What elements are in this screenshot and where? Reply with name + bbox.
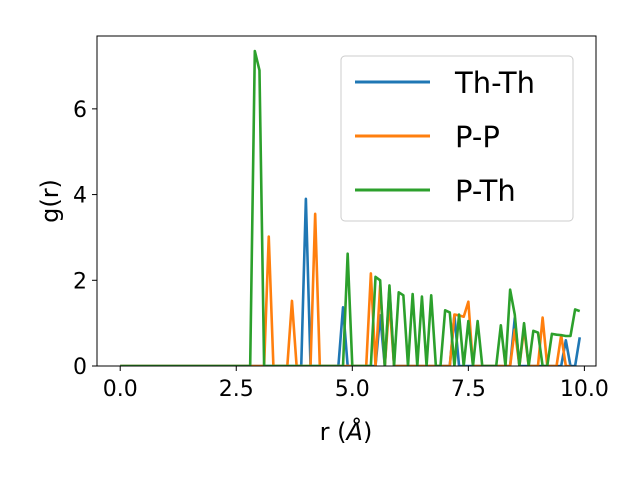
y-tick-label: 0 — [73, 355, 87, 380]
y-axis-label: g(r) — [36, 179, 64, 223]
x-axis-label-close: ) — [363, 418, 372, 446]
y-tick-label: 4 — [73, 184, 87, 209]
legend-box — [340, 55, 574, 222]
legend: Th-Th P-P P-Th — [340, 55, 574, 222]
x-tick-label: 2.5 — [219, 377, 254, 402]
series-layer — [120, 49, 582, 366]
x-tick-label: 5.0 — [335, 377, 370, 402]
x-tick-label: 7.5 — [451, 377, 486, 402]
plot-frame — [96, 35, 597, 367]
y-tick-label: 2 — [73, 269, 87, 294]
x-tick-label: 0.0 — [103, 377, 138, 402]
series-line-p-th — [120, 49, 581, 366]
y-axis: 0 2 4 6 — [73, 98, 97, 380]
legend-label-p-p: P-P — [455, 120, 500, 154]
y-tick-label: 6 — [73, 98, 87, 123]
legend-label-p-th: P-Th — [455, 174, 516, 208]
x-axis-label-unit: Å — [345, 417, 363, 446]
x-axis-label-text: r ( — [320, 418, 347, 446]
x-tick-label: 10.0 — [560, 377, 609, 402]
x-axis: 0.0 2.5 5.0 7.5 10.0 — [103, 366, 609, 402]
legend-label-th-th: Th-Th — [454, 66, 535, 100]
x-axis-label: r (Å) — [320, 417, 373, 446]
